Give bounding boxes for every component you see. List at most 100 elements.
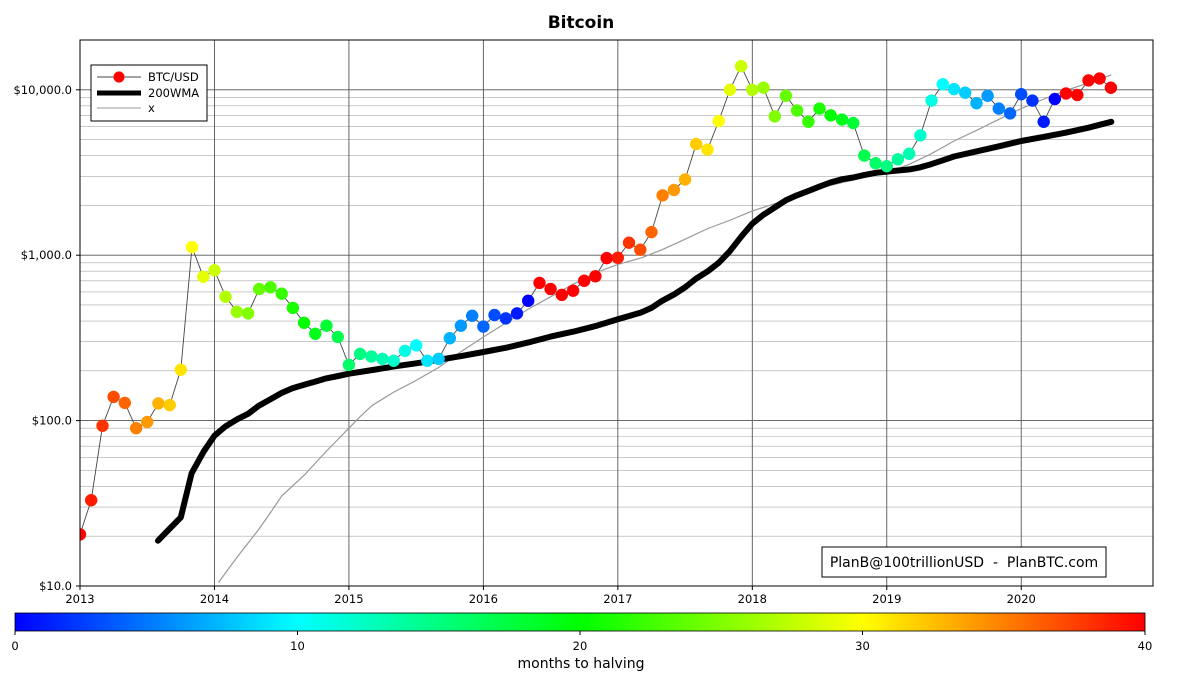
btc-point	[891, 153, 905, 166]
btc-point	[600, 251, 613, 265]
annotation-box: PlanB@100trillionUSD - PlanBTC.com	[821, 546, 1107, 578]
x-tick-label: 2018	[738, 592, 767, 606]
axis-ticks: 2013 2014 2015 2016 2017 2018 2019 2020 $10.0 $10…	[13, 83, 1035, 606]
btc-point	[376, 352, 389, 366]
btc-point	[96, 419, 109, 433]
btc-point	[275, 287, 288, 300]
btc-point	[925, 94, 938, 107]
btc-point	[1059, 87, 1073, 100]
colorbar: 0 10 20 30 40 months to halving	[11, 612, 1153, 672]
btc-point	[286, 301, 300, 315]
btc-point	[779, 89, 793, 103]
colorbar-tick-label: 10	[290, 639, 305, 653]
btc-point	[734, 59, 748, 73]
btc-point	[1048, 92, 1062, 106]
btc-point	[656, 189, 669, 202]
btc-point	[645, 225, 658, 239]
btc-point	[107, 390, 120, 404]
btc-point	[622, 236, 636, 249]
btc-point	[701, 143, 714, 156]
btc-point	[84, 493, 98, 507]
btc-point	[1003, 107, 1017, 120]
btc-point	[858, 149, 871, 162]
btc-point	[824, 109, 837, 122]
btc-point	[129, 421, 143, 435]
btc-point	[152, 397, 165, 410]
btc-point	[869, 156, 882, 170]
legend-label-200wma: 200WMA	[148, 86, 199, 100]
btc-point	[421, 354, 434, 368]
btc-point	[678, 173, 692, 186]
series-200wma	[155, 118, 1115, 544]
btc-point	[1026, 94, 1039, 107]
series-btcusd	[80, 59, 1118, 541]
btc-point	[510, 307, 524, 320]
btc-point	[197, 270, 210, 284]
btc-point	[208, 264, 221, 277]
btc-point	[80, 528, 87, 541]
btc-point	[342, 358, 356, 372]
btc-point	[846, 116, 860, 130]
btc-point	[533, 276, 546, 290]
x-tick-label: 2016	[469, 592, 498, 606]
btc-point	[264, 281, 277, 294]
btc-point	[1014, 87, 1028, 101]
legend: BTC/USD 200WMA x	[90, 64, 208, 122]
btc-point	[947, 82, 961, 96]
btc-point	[566, 284, 580, 297]
btc-point	[477, 320, 490, 333]
btc-point	[140, 415, 154, 429]
legend-marker-btcusd	[113, 71, 125, 83]
btc-point	[331, 330, 345, 344]
x-tick-label: 2013	[65, 592, 94, 606]
line-x	[218, 74, 1112, 583]
btc-point	[958, 86, 972, 99]
btc-point	[499, 312, 513, 325]
colorbar-gradient	[14, 612, 1146, 632]
btc-point	[589, 270, 602, 283]
btc-point	[790, 104, 804, 117]
btc-point	[185, 240, 199, 254]
btc-point	[443, 331, 457, 345]
btc-point	[757, 81, 770, 94]
btc-point	[611, 251, 625, 265]
btc-point	[1093, 72, 1106, 85]
btc-point	[981, 89, 994, 103]
btc-point	[746, 83, 759, 97]
btc-point	[488, 308, 501, 322]
btc-point	[454, 319, 468, 332]
legend-label-x: x	[148, 101, 155, 115]
btc-point	[813, 102, 826, 115]
btc-point	[387, 354, 400, 368]
btc-point	[880, 159, 894, 173]
btc-point	[297, 316, 311, 330]
btc-point	[320, 319, 333, 332]
series-x	[218, 74, 1112, 583]
btc-point	[118, 396, 132, 410]
btc-point	[174, 363, 188, 376]
btc-point	[163, 398, 176, 412]
btc-point	[365, 350, 378, 363]
legend-label-btcusd: BTC/USD	[148, 70, 199, 84]
colorbar-tick-label: 20	[573, 639, 588, 653]
colorbar-tick-label: 40	[1138, 639, 1153, 653]
y-tick-label: $10.0	[39, 579, 72, 593]
btc-point	[465, 309, 479, 323]
line-200wma	[155, 118, 1115, 544]
btc-point	[409, 339, 423, 352]
btc-point	[667, 183, 681, 197]
btc-point	[230, 305, 244, 319]
x-tick-label: 2020	[1007, 592, 1036, 606]
btc-point	[555, 288, 569, 302]
btc-point	[309, 327, 322, 341]
btc-point	[723, 83, 737, 97]
btc-point	[577, 274, 591, 288]
btc-point	[902, 147, 916, 161]
btc-point	[914, 129, 927, 142]
y-tick-label: $100.0	[32, 414, 72, 428]
btc-point	[1082, 74, 1095, 87]
btc-point	[634, 243, 647, 256]
btc-point	[712, 114, 725, 128]
btc-point	[432, 352, 445, 366]
btc-point	[992, 102, 1006, 115]
